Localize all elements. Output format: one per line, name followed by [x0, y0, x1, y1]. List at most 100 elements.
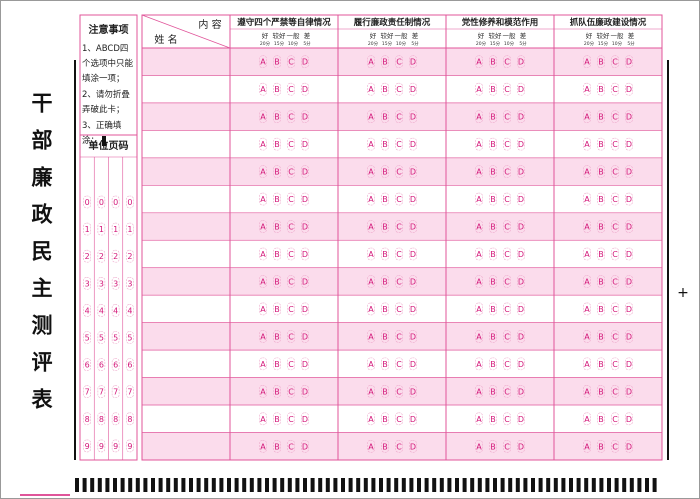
option-letter: C [504, 113, 510, 122]
bubble [611, 110, 619, 123]
timing-mark [607, 478, 611, 492]
bubble [597, 247, 605, 261]
option-letter: C [396, 332, 402, 341]
code-digit: 4 [127, 306, 132, 315]
option-letter: A [476, 250, 482, 259]
row-band [141, 157, 663, 186]
timing-mark [371, 478, 376, 492]
bubble [83, 439, 91, 453]
option-letter: B [274, 85, 280, 94]
bubble [83, 195, 91, 209]
bubble [126, 222, 134, 236]
code-digit: 3 [99, 279, 104, 288]
option-letter: A [476, 140, 482, 149]
bubble [259, 247, 267, 261]
rating-label: 一般 [611, 31, 625, 40]
bubble [83, 412, 91, 426]
bubble [259, 412, 267, 426]
bubble [625, 82, 633, 96]
bubble [367, 192, 375, 206]
bubble [503, 357, 511, 371]
bubble [409, 412, 417, 426]
code-digit: 9 [85, 442, 90, 451]
bubble [489, 110, 497, 123]
option-letter: C [612, 168, 618, 177]
bubble [625, 439, 633, 453]
bubble [503, 55, 511, 69]
option-letter: A [368, 140, 374, 149]
bubble [611, 385, 619, 398]
bubble [503, 137, 511, 151]
code-digit: 2 [127, 252, 132, 261]
row-band [141, 377, 663, 406]
bubble [367, 55, 375, 69]
option-letter: A [368, 250, 374, 259]
bubble [611, 55, 619, 69]
bubble [381, 275, 389, 288]
bubble [381, 55, 389, 69]
bubble [625, 192, 633, 206]
bubble [409, 137, 417, 151]
code-digit: 3 [113, 279, 118, 288]
option-letter: C [612, 332, 618, 341]
bubble [367, 220, 375, 233]
option-letter: B [598, 277, 604, 286]
bubble [597, 412, 605, 426]
bubble [83, 276, 91, 290]
code-digit: 5 [127, 334, 132, 343]
option-letter: C [396, 85, 402, 94]
option-letter: D [302, 250, 308, 259]
bubble [301, 220, 309, 233]
timing-mark [310, 478, 315, 492]
bubble [395, 439, 403, 453]
timing-mark [257, 478, 262, 492]
timing-mark [409, 478, 414, 492]
option-letter: B [490, 415, 496, 424]
timing-mark [348, 478, 353, 492]
timing-mark [546, 478, 551, 492]
rating-label: 差 [304, 31, 311, 40]
bubble [287, 385, 295, 398]
rating-label: 一般 [503, 31, 517, 40]
option-letter: A [368, 415, 374, 424]
option-letter: A [476, 195, 482, 204]
timing-mark [424, 478, 429, 492]
option-letter: B [490, 140, 496, 149]
option-letter: A [476, 168, 482, 177]
option-letter: C [396, 387, 402, 396]
timing-mark [356, 478, 361, 492]
rating-label: 差 [520, 31, 527, 40]
bubble [503, 330, 511, 343]
option-letter: B [382, 168, 388, 177]
bubble [583, 385, 591, 398]
option-letter: A [368, 442, 374, 451]
bubble [409, 110, 417, 123]
bubble [126, 358, 134, 371]
option-letter: D [302, 332, 308, 341]
timing-mark [265, 478, 269, 492]
option-letter: B [490, 168, 496, 177]
option-letter: A [368, 277, 374, 286]
option-letter: C [612, 360, 618, 369]
option-letter: D [518, 277, 524, 286]
header-cell [141, 14, 663, 49]
bubble [517, 412, 525, 426]
option-letter: C [396, 250, 402, 259]
option-letter: B [382, 250, 388, 259]
option-letter: D [626, 277, 632, 286]
timing-mark [158, 478, 163, 492]
option-letter: D [518, 85, 524, 94]
option-letter: C [396, 442, 402, 451]
bubble [489, 357, 497, 371]
bubble [409, 192, 417, 206]
bubble [597, 110, 605, 123]
bubble [409, 385, 417, 398]
timing-mark [614, 478, 619, 492]
bubble [409, 55, 417, 69]
option-letter: A [584, 140, 590, 149]
bubble [395, 137, 403, 151]
option-letter: D [626, 387, 632, 396]
bubble [126, 439, 134, 453]
bubble [381, 137, 389, 151]
bubble [503, 412, 511, 426]
